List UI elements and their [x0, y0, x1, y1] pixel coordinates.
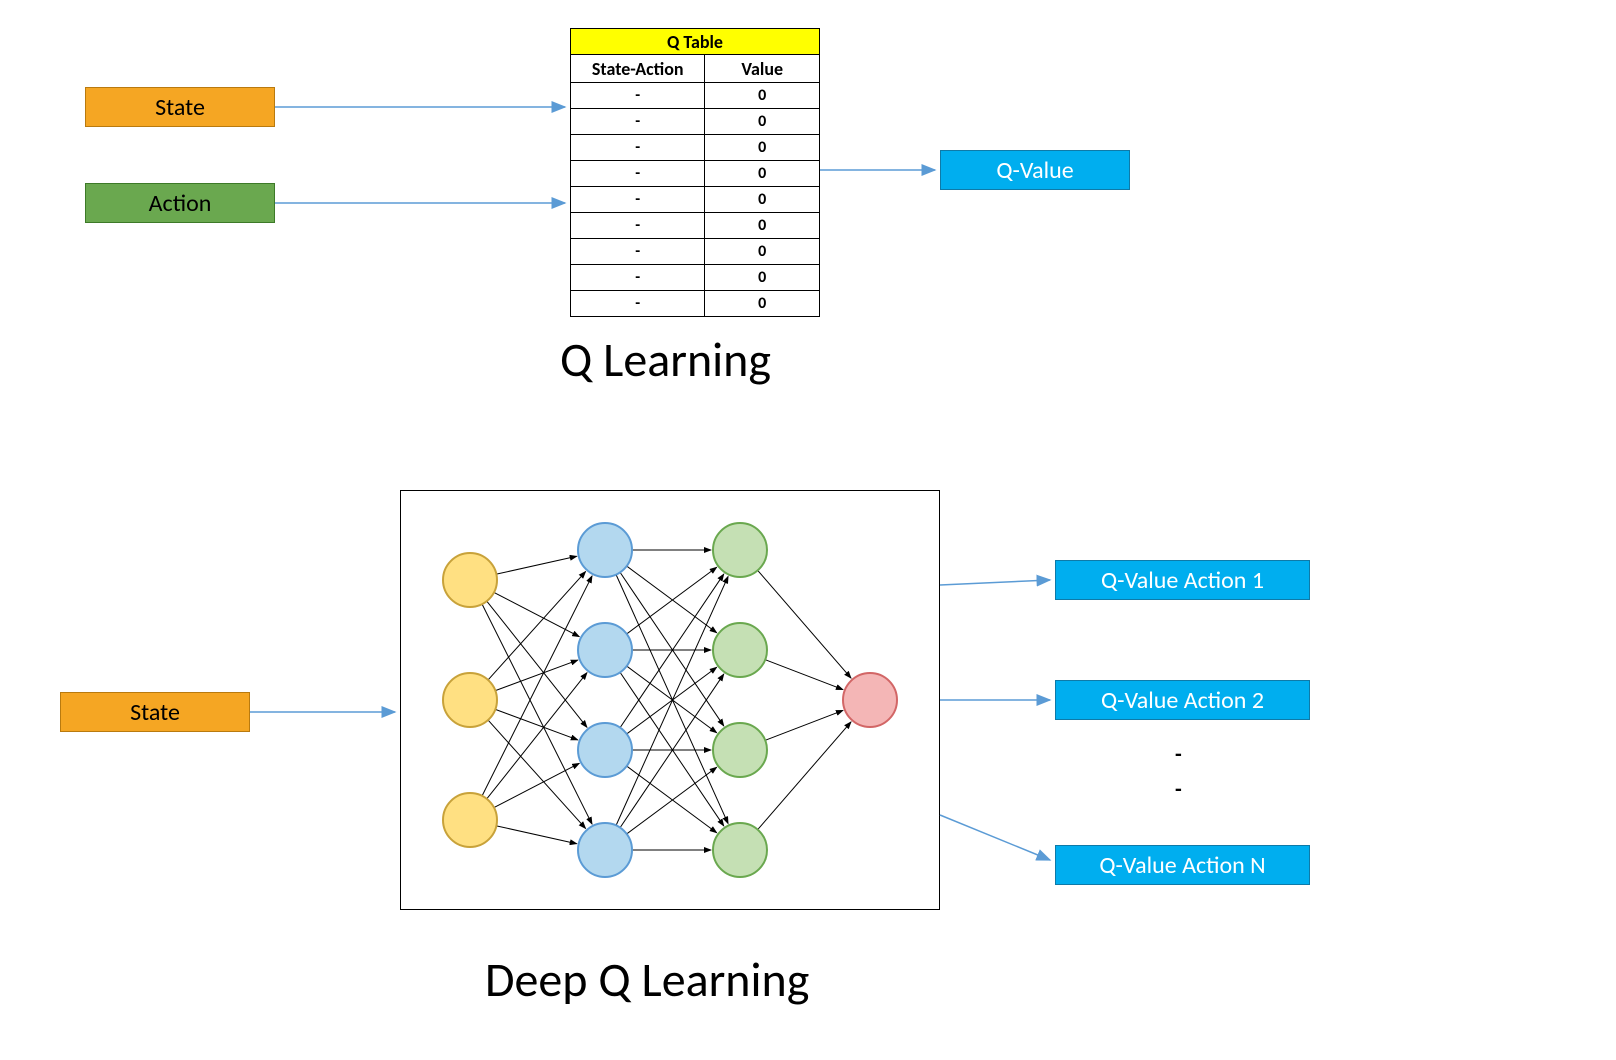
q-table-cell-state-action: - [571, 291, 705, 317]
deepq-output-label: Q-Value Action 1 [1101, 566, 1264, 595]
qlearning-qvalue-label: Q-Value [996, 156, 1073, 185]
deepq-state-label: State [130, 698, 180, 727]
q-table-cell-state-action: - [571, 239, 705, 265]
q-table-row: -0 [571, 265, 820, 291]
q-table-cell-value: 0 [705, 265, 820, 291]
qlearning-qvalue-box: Q-Value [940, 150, 1130, 190]
qlearning-action-box: Action [85, 183, 275, 223]
deepq-output-box: Q-Value Action N [1055, 845, 1310, 885]
q-table-cell-state-action: - [571, 135, 705, 161]
q-table-header-state-action: State-Action [571, 55, 705, 83]
deepq-output-box: Q-Value Action 2 [1055, 680, 1310, 720]
q-table-cell-value: 0 [705, 83, 820, 109]
q-table-cell-state-action: - [571, 83, 705, 109]
deepq-title: Deep Q Learning [485, 950, 809, 1009]
q-table-header-value: Value [705, 55, 820, 83]
ellipsis-dash: - [1175, 775, 1182, 802]
q-table-cell-state-action: - [571, 161, 705, 187]
neural-network-box [400, 490, 940, 910]
q-table-row: -0 [571, 109, 820, 135]
q-table-title: Q Table [571, 29, 820, 55]
q-table-row: -0 [571, 239, 820, 265]
deepq-state-box: State [60, 692, 250, 732]
q-table-cell-state-action: - [571, 265, 705, 291]
qlearning-state-box: State [85, 87, 275, 127]
arrow [940, 580, 1050, 585]
deepq-output-box: Q-Value Action 1 [1055, 560, 1310, 600]
q-table-cell-value: 0 [705, 109, 820, 135]
q-table-row: -0 [571, 83, 820, 109]
qlearning-title: Q Learning [560, 330, 771, 389]
q-table-cell-value: 0 [705, 239, 820, 265]
q-table-cell-state-action: - [571, 187, 705, 213]
q-table-row: -0 [571, 135, 820, 161]
q-table-cell-value: 0 [705, 213, 820, 239]
q-table-cell-value: 0 [705, 291, 820, 317]
q-table-cell-value: 0 [705, 135, 820, 161]
q-table-row: -0 [571, 291, 820, 317]
ellipsis-dash: - [1175, 740, 1182, 767]
q-table-cell-state-action: - [571, 213, 705, 239]
qlearning-action-label: Action [149, 189, 212, 218]
q-table-cell-value: 0 [705, 187, 820, 213]
arrow [940, 815, 1050, 860]
q-table-cell-value: 0 [705, 161, 820, 187]
q-table-row: -0 [571, 213, 820, 239]
deepq-output-label: Q-Value Action 2 [1101, 686, 1264, 715]
q-table-row: -0 [571, 161, 820, 187]
q-table-cell-state-action: - [571, 109, 705, 135]
deepq-output-label: Q-Value Action N [1099, 851, 1265, 880]
q-table-row: -0 [571, 187, 820, 213]
q-table: Q Table State-Action Value -0-0-0-0-0-0-… [570, 28, 820, 317]
qlearning-state-label: State [155, 93, 205, 122]
